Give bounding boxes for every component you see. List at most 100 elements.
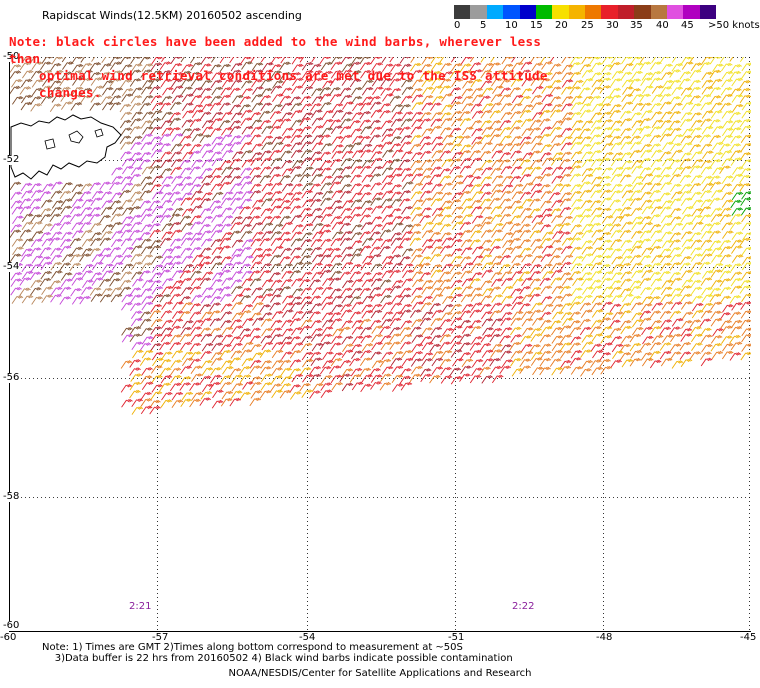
wind-barb: [221, 142, 233, 152]
wind-barb: [461, 95, 473, 105]
wind-barb: [441, 303, 454, 313]
wind-barb: [281, 127, 294, 137]
wind-barb: [682, 128, 694, 137]
wind-barb: [670, 301, 683, 311]
wind-barb: [359, 183, 372, 193]
wind-barb: [71, 94, 83, 103]
wind-barb: [430, 326, 443, 336]
wind-barb: [411, 334, 424, 343]
wind-barb: [150, 318, 163, 328]
wind-barb: [282, 302, 294, 311]
wind-barb: [469, 374, 482, 384]
wind-barb: [610, 229, 623, 239]
wind-barb: [191, 319, 204, 329]
wind-barb: [721, 62, 733, 72]
wind-barb: [170, 245, 182, 255]
wind-map[interactable]: [9, 57, 751, 632]
wind-barb: [491, 159, 504, 168]
wind-barb: [370, 293, 382, 302]
wind-barb: [401, 86, 414, 96]
wind-barb: [451, 151, 464, 161]
wind-barb: [250, 119, 263, 128]
wind-barb: [310, 157, 323, 166]
wind-barb: [560, 141, 573, 151]
wind-barb: [191, 190, 203, 199]
wind-barb: [151, 175, 164, 184]
wind-barb: [459, 319, 472, 329]
wind-barb: [209, 174, 222, 184]
wind-barb: [290, 109, 303, 119]
wind-barb: [490, 302, 502, 312]
wind-barb: [190, 77, 203, 87]
wind-barb: [650, 319, 662, 329]
wind-barb: [661, 301, 674, 310]
wind-barb: [370, 381, 382, 390]
wind-barb: [551, 335, 564, 344]
wind-barb: [149, 405, 161, 415]
wind-barb: [481, 141, 493, 151]
wind-barb: [552, 310, 564, 320]
wind-barb: [159, 142, 172, 152]
footnote: Note: 1) Times are GMT 2)Times along bot…: [42, 642, 513, 664]
wind-barb: [669, 261, 682, 271]
wind-barb: [650, 102, 662, 112]
wind-barb: [350, 199, 363, 208]
wind-barb: [570, 127, 582, 137]
wind-barb: [671, 86, 684, 96]
wind-barb: [431, 245, 443, 255]
wind-barb: [231, 215, 243, 225]
wind-barb: [11, 238, 24, 247]
wind-barb: [739, 279, 751, 289]
wind-barb: [410, 126, 423, 135]
wind-barb: [731, 191, 744, 201]
wind-barb: [529, 127, 541, 136]
wind-barb: [289, 359, 302, 368]
wind-barb: [440, 366, 452, 376]
wind-barb: [210, 95, 222, 105]
wind-barb: [131, 271, 143, 280]
wind-barb: [419, 256, 432, 265]
wind-barb: [452, 232, 464, 241]
wind-barb: [329, 311, 342, 321]
wind-barb: [161, 57, 166, 62]
wind-barb: [391, 111, 403, 120]
wind-barb: [89, 206, 102, 216]
wind-barb: [539, 343, 552, 352]
wind-barb: [509, 341, 521, 351]
wind-barb: [301, 222, 314, 232]
wind-barb: [739, 237, 751, 247]
wind-barb: [619, 319, 632, 329]
wind-barb: [459, 110, 471, 120]
wind-barb: [500, 135, 512, 144]
wind-speed-colorbar: [454, 5, 716, 19]
latitude-label: -52: [3, 154, 20, 165]
wind-barb: [249, 166, 261, 176]
wind-barb: [411, 173, 423, 182]
wind-barb: [120, 72, 132, 81]
wind-barb: [421, 238, 434, 248]
wind-barb: [19, 287, 31, 297]
wind-barb: [370, 182, 382, 191]
wind-barb: [390, 302, 403, 311]
wind-barb: [679, 71, 692, 80]
wind-barb: [731, 245, 743, 254]
wind-barb: [510, 317, 522, 326]
wind-barb: [722, 230, 734, 239]
wind-barb: [499, 87, 511, 96]
wind-barb: [471, 367, 483, 376]
wind-barb: [701, 86, 714, 95]
wind-barb: [349, 70, 362, 79]
wind-barb: [251, 247, 263, 257]
wind-barb: [199, 223, 211, 233]
wind-barb: [581, 158, 594, 168]
wind-barb: [441, 158, 453, 168]
wind-barb: [210, 183, 223, 192]
wind-barb: [609, 109, 622, 119]
wind-barb: [41, 237, 54, 247]
wind-barb: [629, 295, 642, 305]
wind-barb: [539, 366, 551, 376]
wind-barb: [721, 134, 733, 144]
wind-barb: [411, 198, 424, 208]
wind-barb: [709, 239, 722, 249]
wind-barb: [650, 174, 662, 183]
